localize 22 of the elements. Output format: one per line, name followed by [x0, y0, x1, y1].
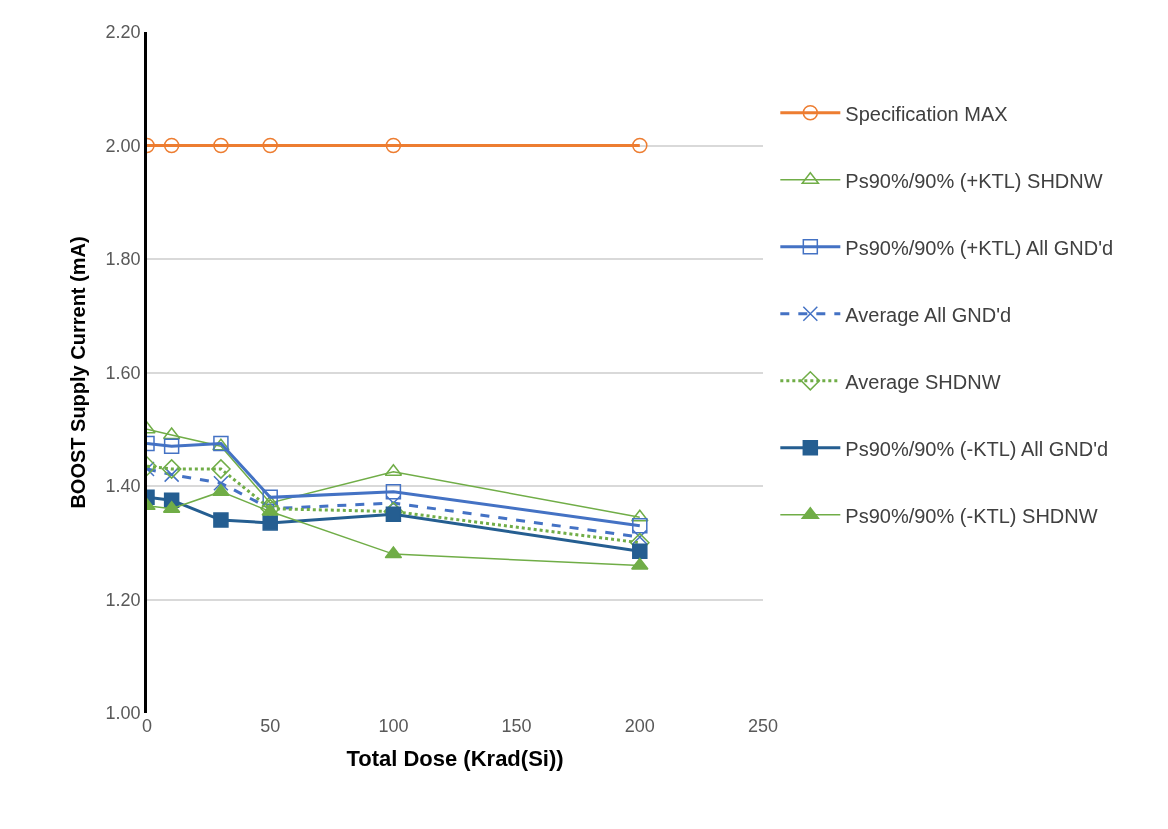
- legend-label: Ps90%/90% (-KTL) All GND'd: [845, 437, 1109, 460]
- y-tick-label: 2.00: [105, 135, 141, 156]
- x-tick-label: 50: [260, 716, 281, 736]
- x-tick-label: 100: [378, 716, 409, 736]
- y-tick-label: 1.20: [105, 589, 141, 610]
- legend-label: Ps90%/90% (+KTL) SHDNW: [845, 169, 1103, 192]
- y-tick-label: 1.60: [105, 362, 141, 383]
- legend-label: Average All GND'd: [845, 303, 1012, 326]
- x-tick-label: 200: [624, 716, 655, 736]
- x-tick-label: 250: [747, 716, 779, 736]
- y-axis-title: BOOST Supply Current (mA): [67, 236, 90, 509]
- legend-label: Ps90%/90% (+KTL) All GND'd: [845, 236, 1114, 259]
- y-tick-label: 2.20: [105, 22, 141, 43]
- y-tick-label: 1.80: [105, 249, 141, 270]
- legend-label: Ps90%/90% (-KTL) SHDNW: [845, 504, 1098, 527]
- legend-label: Specification MAX: [845, 102, 1008, 125]
- legend-label: Average SHDNW: [845, 370, 1001, 393]
- x-tick-label: 0: [141, 716, 153, 736]
- y-tick-label: 1.00: [105, 703, 141, 724]
- x-tick-label: 150: [501, 716, 532, 736]
- y-tick-label: 1.40: [105, 476, 141, 497]
- x-axis-title: Total Dose (Krad(Si)): [346, 745, 564, 771]
